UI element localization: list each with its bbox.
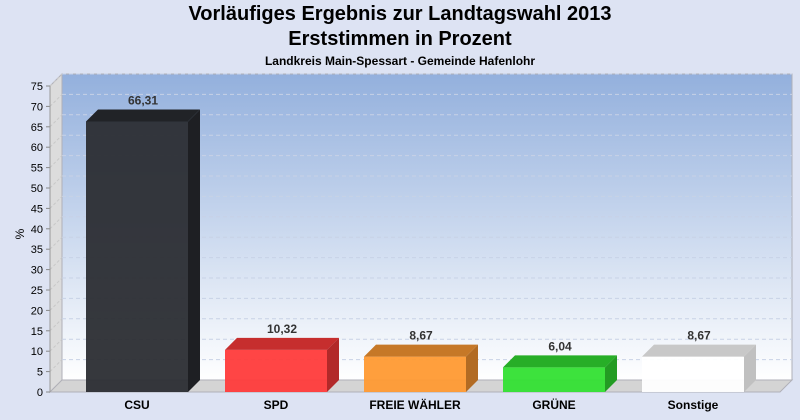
- bar-side: [605, 355, 617, 392]
- gridline-side: [49, 298, 63, 311]
- bar-side: [744, 344, 756, 392]
- data-label: 8,67: [409, 329, 433, 343]
- x-tick-label: Sonstige: [668, 398, 719, 412]
- y-tick-label: 35: [31, 244, 43, 256]
- y-tick-label: 20: [31, 305, 43, 317]
- y-tick-label: 30: [31, 265, 43, 277]
- data-label: 6,04: [548, 339, 572, 353]
- gridline-side: [49, 257, 63, 270]
- y-tick-label: 0: [37, 387, 43, 399]
- y-tick-label: 25: [31, 285, 43, 297]
- bar-top: [503, 355, 617, 368]
- gridline-side: [49, 134, 63, 148]
- y-tick-label: 55: [31, 163, 43, 175]
- chart-subtitle-location: Landkreis Main-Spessart - Gemeinde Hafen…: [264, 54, 536, 68]
- y-tick-label: 5: [37, 367, 43, 379]
- y-tick-label: 10: [31, 346, 43, 358]
- y-tick-label: 40: [31, 224, 43, 236]
- bar-top: [86, 109, 200, 122]
- bar: [503, 367, 605, 392]
- bar-top: [225, 337, 339, 350]
- bar: [642, 356, 744, 392]
- gridline-side: [49, 318, 63, 332]
- bar: [86, 121, 188, 392]
- y-tick-label: 15: [31, 326, 43, 338]
- x-tick-label: CSU: [124, 398, 149, 412]
- gridline-side: [49, 196, 63, 209]
- y-axis-label: %: [13, 228, 27, 239]
- gridline-side: [49, 216, 63, 230]
- bar: [364, 356, 466, 392]
- bar: [225, 349, 327, 392]
- data-label: 8,67: [687, 329, 711, 343]
- y-tick-label: 65: [31, 122, 43, 134]
- x-tick-label: FREIE WÄHLER: [369, 397, 461, 412]
- x-tick-label: GRÜNE: [532, 397, 575, 412]
- gridline-side: [49, 359, 63, 372]
- y-tick-label: 75: [31, 81, 43, 93]
- bar-top: [364, 344, 478, 357]
- chart-title: Vorläufiges Ergebnis zur Landtagswahl 20…: [188, 3, 612, 25]
- bar-side: [327, 337, 339, 392]
- gridline-side: [49, 94, 63, 107]
- gridline-side: [49, 73, 63, 87]
- chart-subtitle: Erststimmen in Prozent: [288, 28, 512, 50]
- data-label: 10,32: [267, 322, 297, 336]
- gridline-side: [49, 175, 63, 189]
- y-tick-label: 70: [31, 101, 43, 113]
- bar-side: [188, 109, 200, 392]
- y-tick-label: 60: [31, 142, 43, 154]
- gridline-side: [49, 114, 63, 128]
- left-wall: [49, 72, 63, 394]
- y-tick-label: 50: [31, 183, 43, 195]
- gridline-side: [49, 155, 63, 168]
- y-tick-label: 45: [31, 203, 43, 215]
- gridline-side: [49, 236, 63, 250]
- x-tick-label: SPD: [264, 398, 289, 412]
- data-label: 66,31: [128, 93, 158, 107]
- bar-side: [466, 344, 478, 392]
- gridline-side: [49, 338, 63, 352]
- bar-top: [642, 344, 756, 357]
- gridline-side: [49, 277, 63, 291]
